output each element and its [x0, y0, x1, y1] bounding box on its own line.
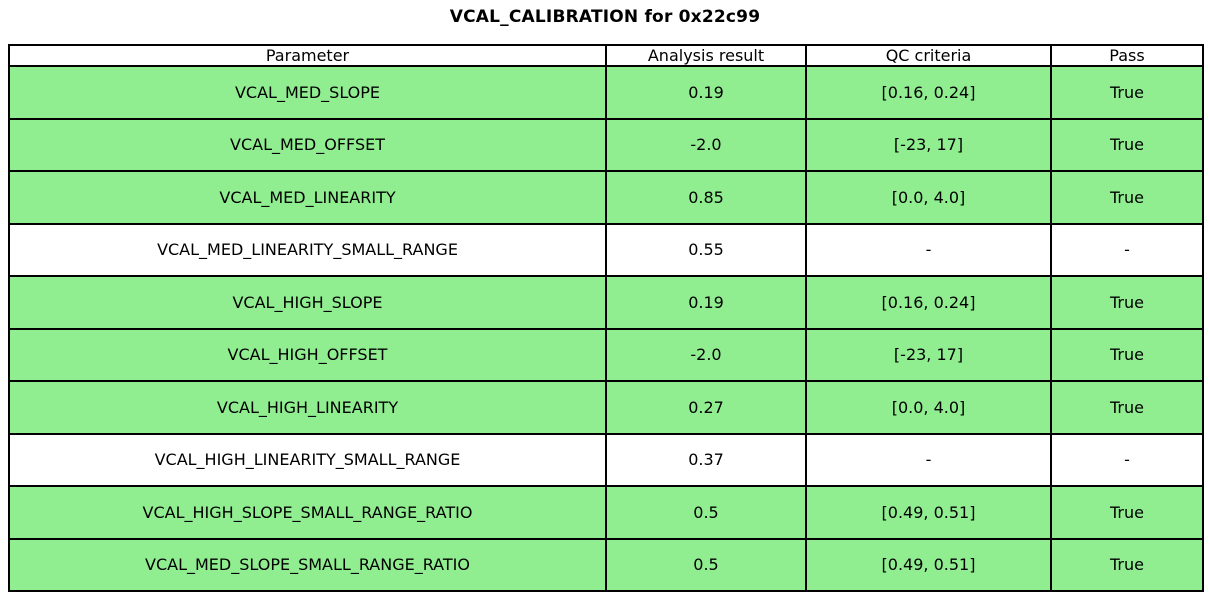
cell-parameter: VCAL_HIGH_LINEARITY_SMALL_RANGE: [8, 432, 607, 487]
header-row: Parameter Analysis result QC criteria Pa…: [8, 44, 1204, 67]
cell-analysis-result: 0.37: [605, 432, 807, 487]
cell-analysis-result: 0.5: [605, 485, 807, 540]
cell-pass: True: [1050, 275, 1204, 330]
table-title: VCAL_CALIBRATION for 0x22c99: [449, 7, 761, 27]
table-row: VCAL_MED_OFFSET -2.0 [-23, 17] True: [8, 117, 1204, 172]
column-header-analysis-result: Analysis result: [605, 44, 807, 67]
cell-analysis-result: 0.5: [605, 537, 807, 592]
cell-analysis-result: 0.55: [605, 222, 807, 277]
cell-pass: True: [1050, 327, 1204, 382]
cell-parameter: VCAL_HIGH_SLOPE: [8, 275, 607, 330]
table-row: VCAL_MED_LINEARITY_SMALL_RANGE 0.55- -: [8, 222, 1204, 277]
column-header-pass: Pass: [1050, 44, 1204, 67]
cell-qc-criteria: [0.0, 4.0]: [805, 380, 1052, 435]
cell-qc-criteria: -: [805, 222, 1052, 277]
cell-parameter: VCAL_MED_SLOPE_SMALL_RANGE_RATIO: [8, 537, 607, 592]
table-row: VCAL_HIGH_LINEARITY 0.27 [0.0, 4.0] True: [8, 380, 1204, 435]
table-row: VCAL_HIGH_SLOPE 0.19 [0.16, 0.24] True: [8, 275, 1204, 330]
column-header-qc-criteria: QC criteria: [805, 44, 1052, 67]
table-row: VCAL_MED_SLOPE_SMALL_RANGE_RATIO 0.5 [0.49…: [8, 537, 1204, 592]
table-row: VCAL_HIGH_SLOPE_SMALL_RANGE_RATIO 0.5 [0.4…: [8, 485, 1204, 540]
cell-parameter: VCAL_HIGH_LINEARITY: [8, 380, 607, 435]
cell-qc-criteria: [0.16, 0.24]: [805, 275, 1052, 330]
table-row: VCAL_MED_LINEARITY 0.85 [0.0, 4.0] True: [8, 170, 1204, 225]
cell-parameter: VCAL_MED_SLOPE: [8, 65, 607, 120]
cell-parameter: VCAL_MED_LINEARITY_SMALL_RANGE: [8, 222, 607, 277]
cell-pass: True: [1050, 485, 1204, 540]
cell-analysis-result: -2.0: [605, 117, 807, 172]
cell-pass: True: [1050, 117, 1204, 172]
cell-qc-criteria: -: [805, 432, 1052, 487]
column-header-parameter: Parameter: [8, 44, 607, 67]
cell-parameter: VCAL_MED_LINEARITY: [8, 170, 607, 225]
table-row: VCAL_HIGH_OFFSET -2.0 [-23, 17] True: [8, 327, 1204, 382]
cell-analysis-result: 0.19: [605, 65, 807, 120]
table-row: VCAL_HIGH_LINEARITY_SMALL_RANGE 0.37- -: [8, 432, 1204, 487]
cell-parameter: VCAL_MED_OFFSET: [8, 117, 607, 172]
cell-pass: True: [1050, 65, 1204, 120]
cell-parameter: VCAL_HIGH_OFFSET: [8, 327, 607, 382]
cell-pass: -: [1050, 222, 1204, 277]
table-body: VCAL_MED_SLOPE 0.19 [0.16, 0.24] True VCAL_M…: [8, 65, 1204, 592]
cell-analysis-result: -2.0: [605, 327, 807, 382]
cell-pass: True: [1050, 170, 1204, 225]
cell-qc-criteria: [0.49, 0.51]: [805, 485, 1052, 540]
cell-pass: -: [1050, 432, 1204, 487]
qc-results-table: Parameter Analysis result QC criteria Pa…: [8, 44, 1204, 592]
cell-analysis-result: 0.85: [605, 170, 807, 225]
cell-qc-criteria: [0.16, 0.24]: [805, 65, 1052, 120]
cell-analysis-result: 0.19: [605, 275, 807, 330]
cell-qc-criteria: [0.0, 4.0]: [805, 170, 1052, 225]
cell-pass: True: [1050, 537, 1204, 592]
cell-qc-criteria: [0.49, 0.51]: [805, 537, 1052, 592]
cell-qc-criteria: [-23, 17]: [805, 327, 1052, 382]
cell-pass: True: [1050, 380, 1204, 435]
cell-qc-criteria: [-23, 17]: [805, 117, 1052, 172]
table-row: VCAL_MED_SLOPE 0.19 [0.16, 0.24] True: [8, 65, 1204, 120]
cell-parameter: VCAL_HIGH_SLOPE_SMALL_RANGE_RATIO: [8, 485, 607, 540]
cell-analysis-result: 0.27: [605, 380, 807, 435]
